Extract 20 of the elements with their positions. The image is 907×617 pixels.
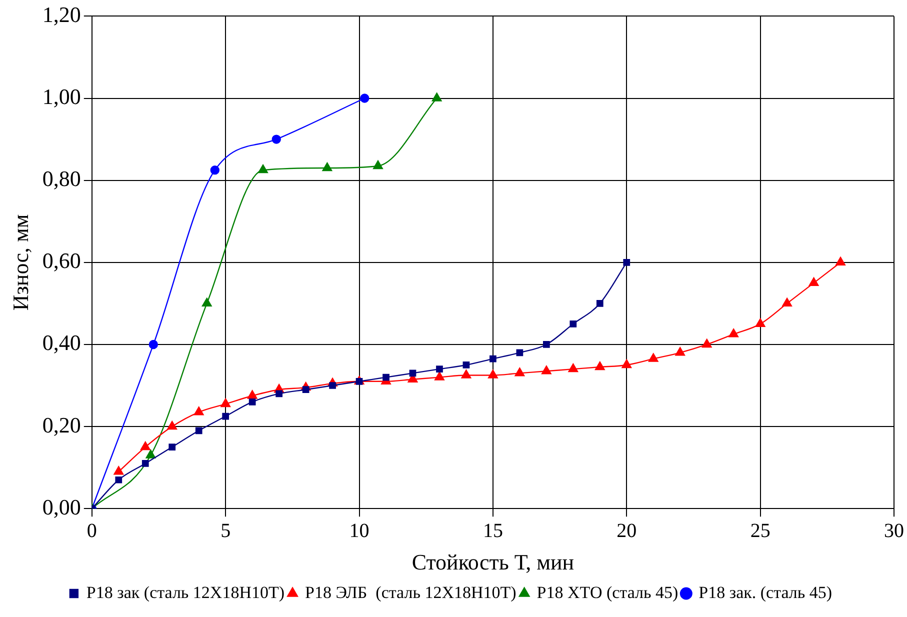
x-tick-label: 30 [884, 520, 904, 542]
y-tick-label: 0,20 [42, 412, 81, 438]
y-tick-label: 0,80 [42, 166, 81, 192]
y-tick-label: 0,00 [42, 494, 81, 520]
x-tick-label: 0 [86, 520, 97, 542]
x-tick-label: 5 [220, 520, 231, 542]
legend-label: Р18 зак. (сталь 45) [698, 582, 832, 602]
x-tick-label: 20 [616, 520, 637, 542]
y-tick-label: 0,40 [42, 330, 81, 356]
legend-label: Р18 ЭЛБ (сталь 12Х18Н10Т) [305, 582, 516, 602]
y-tick-label: 1,00 [42, 84, 81, 110]
x-tick-label: 25 [750, 520, 770, 542]
y-axis-title: Износ, мм [8, 214, 33, 311]
y-tick-label: 0,60 [42, 248, 81, 274]
x-tick-label: 15 [482, 520, 503, 542]
x-axis-title: Стойкость Т, мин [412, 550, 574, 575]
legend-label: Р18 ХТО (сталь 45) [536, 582, 678, 602]
x-tick-label: 10 [349, 520, 370, 542]
y-tick-label: 1,20 [42, 2, 81, 27]
legend-label: Р18 зак (сталь 12Х18Н10Т) [86, 582, 285, 602]
